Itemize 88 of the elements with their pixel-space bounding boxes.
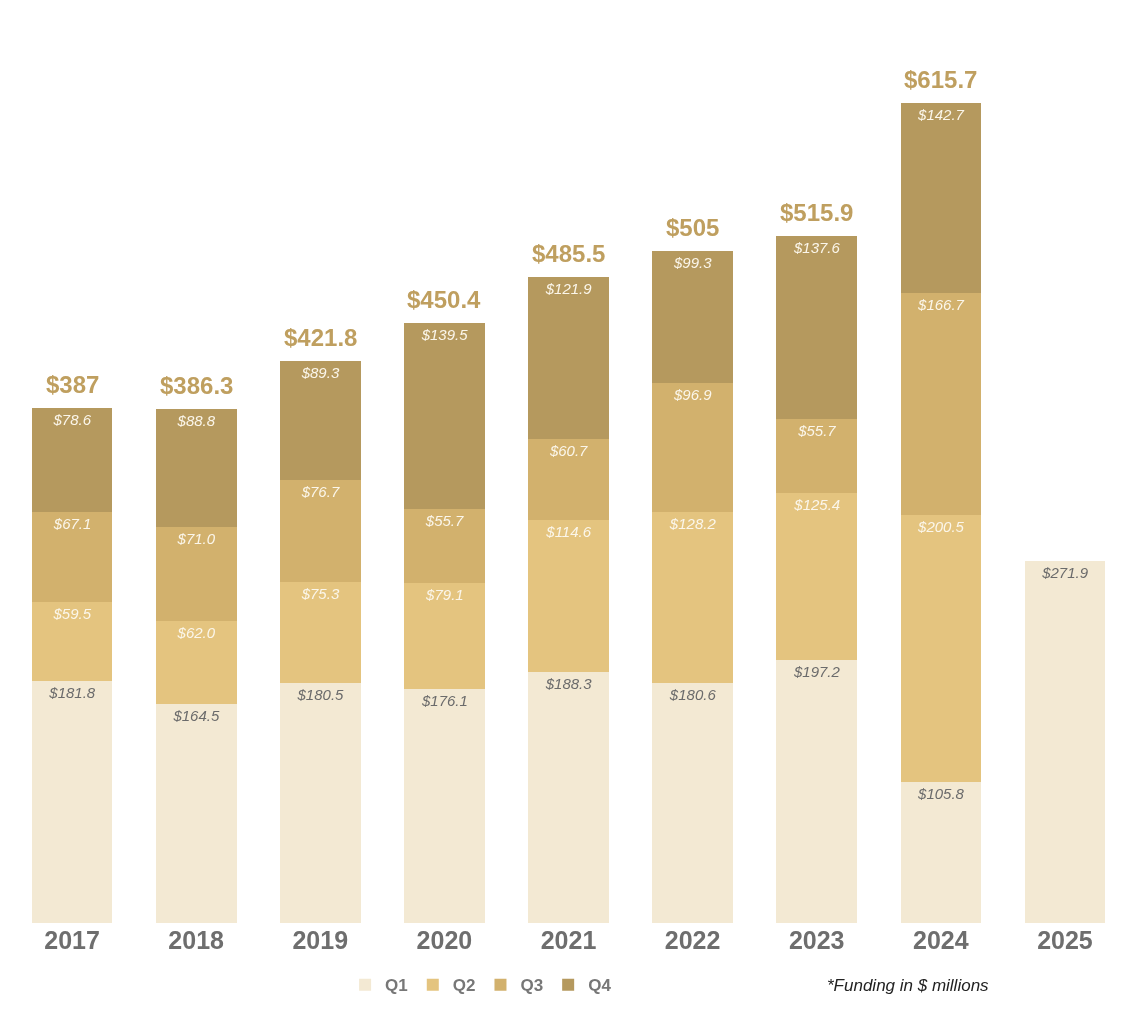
x-tick-label: 2021 bbox=[540, 926, 597, 954]
data-label: $164.5 bbox=[172, 706, 220, 724]
bar bbox=[31, 680, 113, 923]
data-label: $180.5 bbox=[296, 685, 345, 703]
total-label: $450.4 bbox=[407, 286, 482, 313]
data-label: $96.9 bbox=[673, 385, 713, 403]
bar bbox=[652, 250, 733, 383]
bar bbox=[1024, 560, 1106, 923]
x-tick-label: 2022 bbox=[664, 926, 721, 954]
data-label: $89.3 bbox=[300, 364, 340, 382]
x-tick-label: 2018 bbox=[168, 926, 225, 954]
bar bbox=[279, 682, 361, 923]
bar bbox=[155, 408, 237, 527]
bar bbox=[528, 438, 609, 520]
data-label: $76.7 bbox=[300, 483, 340, 501]
bar bbox=[528, 519, 609, 673]
data-label: $99.3 bbox=[673, 253, 713, 271]
bar bbox=[279, 582, 361, 683]
data-label: $88.8 bbox=[176, 411, 216, 429]
x-tick-label: 2020 bbox=[416, 926, 473, 954]
data-label: $60.7 bbox=[548, 441, 589, 459]
data-label: $114.6 bbox=[545, 522, 592, 540]
data-label: $137.6 bbox=[792, 239, 841, 257]
bar bbox=[404, 583, 485, 689]
x-tick-label: 2023 bbox=[788, 926, 845, 954]
bar bbox=[776, 493, 858, 661]
data-label: $200.5 bbox=[917, 518, 965, 536]
bar bbox=[404, 688, 485, 923]
legend-label: Q3 bbox=[520, 976, 544, 996]
legend-label: Q4 bbox=[588, 976, 612, 996]
bar bbox=[652, 682, 733, 923]
bar bbox=[279, 480, 361, 583]
x-tick-label: 2017 bbox=[44, 926, 100, 954]
bar bbox=[528, 672, 609, 923]
data-label: $55.7 bbox=[797, 422, 837, 440]
bar bbox=[155, 703, 237, 923]
total-label: $615.7 bbox=[904, 66, 978, 93]
data-label: $128.2 bbox=[668, 514, 717, 532]
data-label: $166.7 bbox=[917, 296, 965, 314]
data-label: $55.7 bbox=[424, 512, 464, 530]
legend-label: Q2 bbox=[452, 976, 476, 996]
data-label: $59.5 bbox=[52, 604, 92, 622]
data-label: $142.7 bbox=[917, 106, 965, 124]
bar bbox=[776, 419, 858, 494]
bar bbox=[31, 407, 113, 513]
data-label: $121.9 bbox=[544, 279, 593, 297]
data-label: $139.5 bbox=[420, 326, 469, 344]
total-label: $387 bbox=[46, 371, 100, 398]
data-label: $62.0 bbox=[176, 624, 216, 642]
x-tick-label: 2024 bbox=[913, 926, 969, 954]
bar bbox=[900, 293, 982, 516]
x-tick-label: 2019 bbox=[292, 926, 349, 954]
bar bbox=[652, 382, 733, 512]
bar bbox=[31, 601, 113, 681]
bar bbox=[776, 236, 858, 420]
bar bbox=[155, 526, 237, 622]
x-tick-label: 2025 bbox=[1037, 926, 1093, 954]
legend-label: Q1 bbox=[385, 976, 408, 996]
bar bbox=[31, 512, 113, 602]
bar bbox=[776, 660, 858, 923]
data-label: $197.2 bbox=[792, 663, 841, 681]
data-label: $71.0 bbox=[176, 529, 216, 547]
data-label: $125.4 bbox=[793, 496, 841, 514]
bar bbox=[900, 782, 982, 923]
data-label: $188.3 bbox=[544, 675, 593, 693]
bar bbox=[155, 621, 237, 704]
total-label: $505 bbox=[666, 214, 720, 241]
bar bbox=[652, 511, 733, 683]
total-label: $485.5 bbox=[532, 240, 606, 267]
total-label: $386.3 bbox=[160, 372, 234, 399]
data-label: $180.6 bbox=[668, 685, 717, 703]
data-label: $79.1 bbox=[425, 586, 464, 604]
bar bbox=[404, 509, 485, 584]
data-label: $75.3 bbox=[300, 585, 340, 603]
text: *Funding in $ millions bbox=[827, 976, 990, 995]
data-label: $176.1 bbox=[420, 691, 468, 709]
bar bbox=[404, 323, 485, 510]
data-label: $78.6 bbox=[52, 410, 92, 428]
total-label: $515.9 bbox=[780, 199, 854, 226]
bar bbox=[279, 361, 361, 481]
bar bbox=[528, 276, 609, 439]
bar bbox=[900, 103, 982, 294]
data-label: $181.8 bbox=[48, 683, 96, 701]
data-label: $105.8 bbox=[917, 785, 965, 803]
data-label: $271.9 bbox=[1041, 563, 1089, 581]
bar bbox=[900, 515, 982, 783]
total-label: $421.8 bbox=[284, 324, 358, 351]
data-label: $67.1 bbox=[52, 515, 92, 533]
